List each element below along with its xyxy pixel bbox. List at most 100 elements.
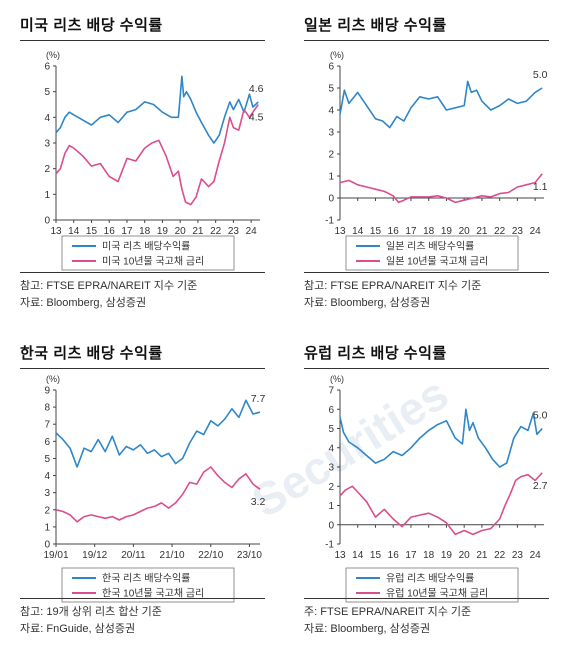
x-tick-label: 14 [68, 226, 80, 237]
y-tick-label: 5 [44, 87, 50, 98]
x-tick-label: 15 [370, 550, 382, 561]
title-rule [20, 40, 265, 41]
unit-label: (%) [46, 50, 60, 60]
title-rule [304, 40, 549, 41]
panel-jp-reit: 일본 리츠 배당 수익률 (%) -1 0 1 2 3 4 5 6 13 14 15 16 17 18 19 2… [304, 14, 564, 309]
x-tick-label: 19 [441, 226, 453, 237]
legend-box [61, 235, 235, 271]
legend-box [345, 235, 519, 271]
end-value-label: 2.7 [533, 480, 548, 492]
x-tick-label: 24 [246, 226, 258, 237]
title-rule [304, 368, 549, 369]
legend-label: 유럽 리츠 배당수익률 [386, 573, 474, 585]
panel-us-reit: 미국 리츠 배당 수익률 (%) 0 1 2 3 4 5 6 13 14 15 16 17 18 19 20 2… [20, 14, 280, 309]
y-tick-label: 6 [44, 62, 50, 73]
x-tick-label: 16 [104, 226, 116, 237]
x-tick-label: 23 [512, 226, 524, 237]
end-value-label: 4.5 [249, 112, 264, 124]
y-tick-label: 4 [44, 471, 50, 482]
x-tick-label: 21/10 [160, 550, 185, 561]
y-tick-label: 7 [44, 420, 50, 431]
panel-title: 미국 리츠 배당 수익률 [20, 17, 163, 34]
panel-kr-reit: 한국 리츠 배당 수익률 (%) 0 1 2 3 4 5 6 7 8 9 19/01 19/12 20/1… [20, 342, 280, 642]
y-tick-label: 2 [328, 482, 334, 493]
y-tick-label: 2 [328, 150, 334, 161]
y-tick-label: -1 [325, 540, 334, 551]
x-tick-label: 14 [352, 226, 364, 237]
kr-reit-yield-chart: (%) 0 1 2 3 4 5 6 7 8 9 19/01 19/12 20/11 21/10 22/10 23… [43, 374, 266, 603]
x-tick-label: 21 [476, 550, 488, 561]
x-tick-label: 20/11 [121, 550, 146, 561]
series-line-bond-yield [55, 466, 261, 523]
legend-label: 일본 10년물 국고채 금리 [386, 256, 488, 268]
y-tick-label: 0 [328, 520, 334, 531]
note-source: 자료: Bloomberg, 삼성증권 [20, 297, 147, 309]
x-tick-label: 18 [139, 226, 151, 237]
x-tick-label: 14 [352, 550, 364, 561]
x-tick-label: 13 [334, 550, 346, 561]
note-source: 자료: Bloomberg, 삼성증권 [304, 623, 431, 635]
y-tick-label: 5 [328, 424, 334, 435]
y-tick-label: 1 [328, 501, 334, 512]
x-tick-label: 23 [228, 226, 240, 237]
note-reference: 참고: FTSE EPRA/NAREIT 지수 기준 [304, 280, 482, 292]
x-tick-label: 17 [405, 226, 417, 237]
legend-label: 한국 10년물 국고채 금리 [102, 588, 204, 600]
x-tick-label: 22 [494, 550, 506, 561]
unit-label: (%) [330, 50, 344, 60]
legend-box [61, 567, 235, 603]
end-value-label: 1.1 [533, 181, 548, 193]
y-tick-label: 2 [44, 505, 50, 516]
y-tick-label: 4 [328, 106, 334, 117]
x-tick-label: 24 [530, 550, 542, 561]
legend-box [345, 567, 519, 603]
note-reference: 참고: 19개 상위 리츠 합산 기준 [20, 606, 162, 618]
series-line-reit-yield [55, 399, 261, 468]
unit-label: (%) [330, 374, 344, 384]
x-tick-label: 23/10 [237, 550, 262, 561]
series-line-bond-yield [339, 173, 543, 204]
x-tick-label: 19 [441, 550, 453, 561]
x-tick-label: 22 [494, 226, 506, 237]
legend-label: 한국 리츠 배당수익률 [102, 573, 190, 585]
panel-title: 한국 리츠 배당 수익률 [20, 345, 163, 362]
y-tick-label: 6 [44, 437, 50, 448]
y-tick-label: 4 [44, 113, 50, 124]
y-tick-label: 3 [44, 139, 50, 150]
series-line-reit-yield [339, 408, 543, 468]
legend-label: 일본 리츠 배당수익률 [386, 241, 474, 253]
x-tick-label: 24 [530, 226, 542, 237]
end-value-label: 4.6 [249, 83, 264, 95]
y-tick-label: 0 [44, 216, 50, 227]
x-tick-label: 22 [210, 226, 222, 237]
bottom-rule [20, 598, 265, 599]
x-tick-label: 16 [388, 550, 400, 561]
end-value-label: 5.0 [533, 69, 548, 81]
y-tick-label: 9 [44, 386, 50, 397]
x-tick-label: 16 [388, 226, 400, 237]
end-value-label: 5.0 [533, 410, 548, 422]
y-tick-label: 5 [328, 84, 334, 95]
x-tick-label: 18 [423, 550, 435, 561]
x-tick-label: 18 [423, 226, 435, 237]
x-tick-label: 19/01 [43, 550, 68, 561]
bottom-rule [304, 598, 549, 599]
series-line-reit-yield [55, 75, 259, 144]
y-tick-label: 6 [328, 62, 334, 73]
end-value-label: 7.7 [251, 393, 266, 405]
x-tick-label: 17 [405, 550, 417, 561]
y-tick-label: -1 [325, 216, 334, 227]
y-tick-label: 3 [328, 128, 334, 139]
y-tick-label: 3 [328, 463, 334, 474]
x-tick-label: 13 [50, 226, 62, 237]
x-tick-label: 15 [86, 226, 98, 237]
series-line-reit-yield [339, 80, 543, 129]
y-tick-label: 1 [44, 190, 50, 201]
x-tick-label: 20 [175, 226, 187, 237]
legend-label: 미국 10년물 국고채 금리 [102, 256, 204, 268]
x-tick-label: 22/10 [198, 550, 223, 561]
bottom-rule [20, 272, 265, 273]
legend-label: 미국 리츠 배당수익률 [102, 241, 190, 253]
